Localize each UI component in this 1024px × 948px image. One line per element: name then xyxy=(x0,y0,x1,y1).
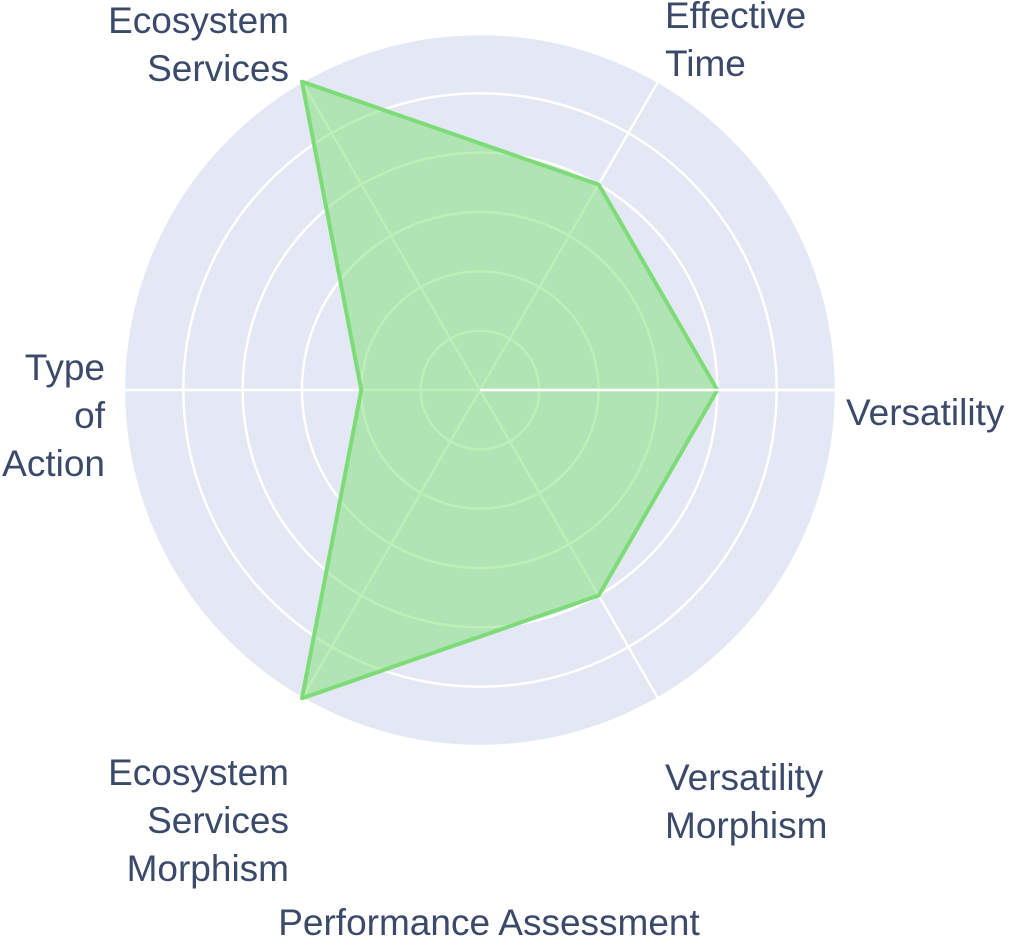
axis-label-type-of-action: Type of Action xyxy=(2,347,105,484)
axis-label-ecosystem-services-morphism: Ecosystem Services Morphism xyxy=(108,752,289,889)
axis-label-ecosystem-services: Ecosystem Services xyxy=(108,0,289,89)
axis-label-versatility-morphism: Versatility Morphism xyxy=(665,757,828,846)
axis-label-effective-time: Effective Time xyxy=(665,0,807,84)
chart-title: Performance Assessment xyxy=(278,902,700,943)
axis-label-versatility: Versatility xyxy=(846,392,1005,433)
